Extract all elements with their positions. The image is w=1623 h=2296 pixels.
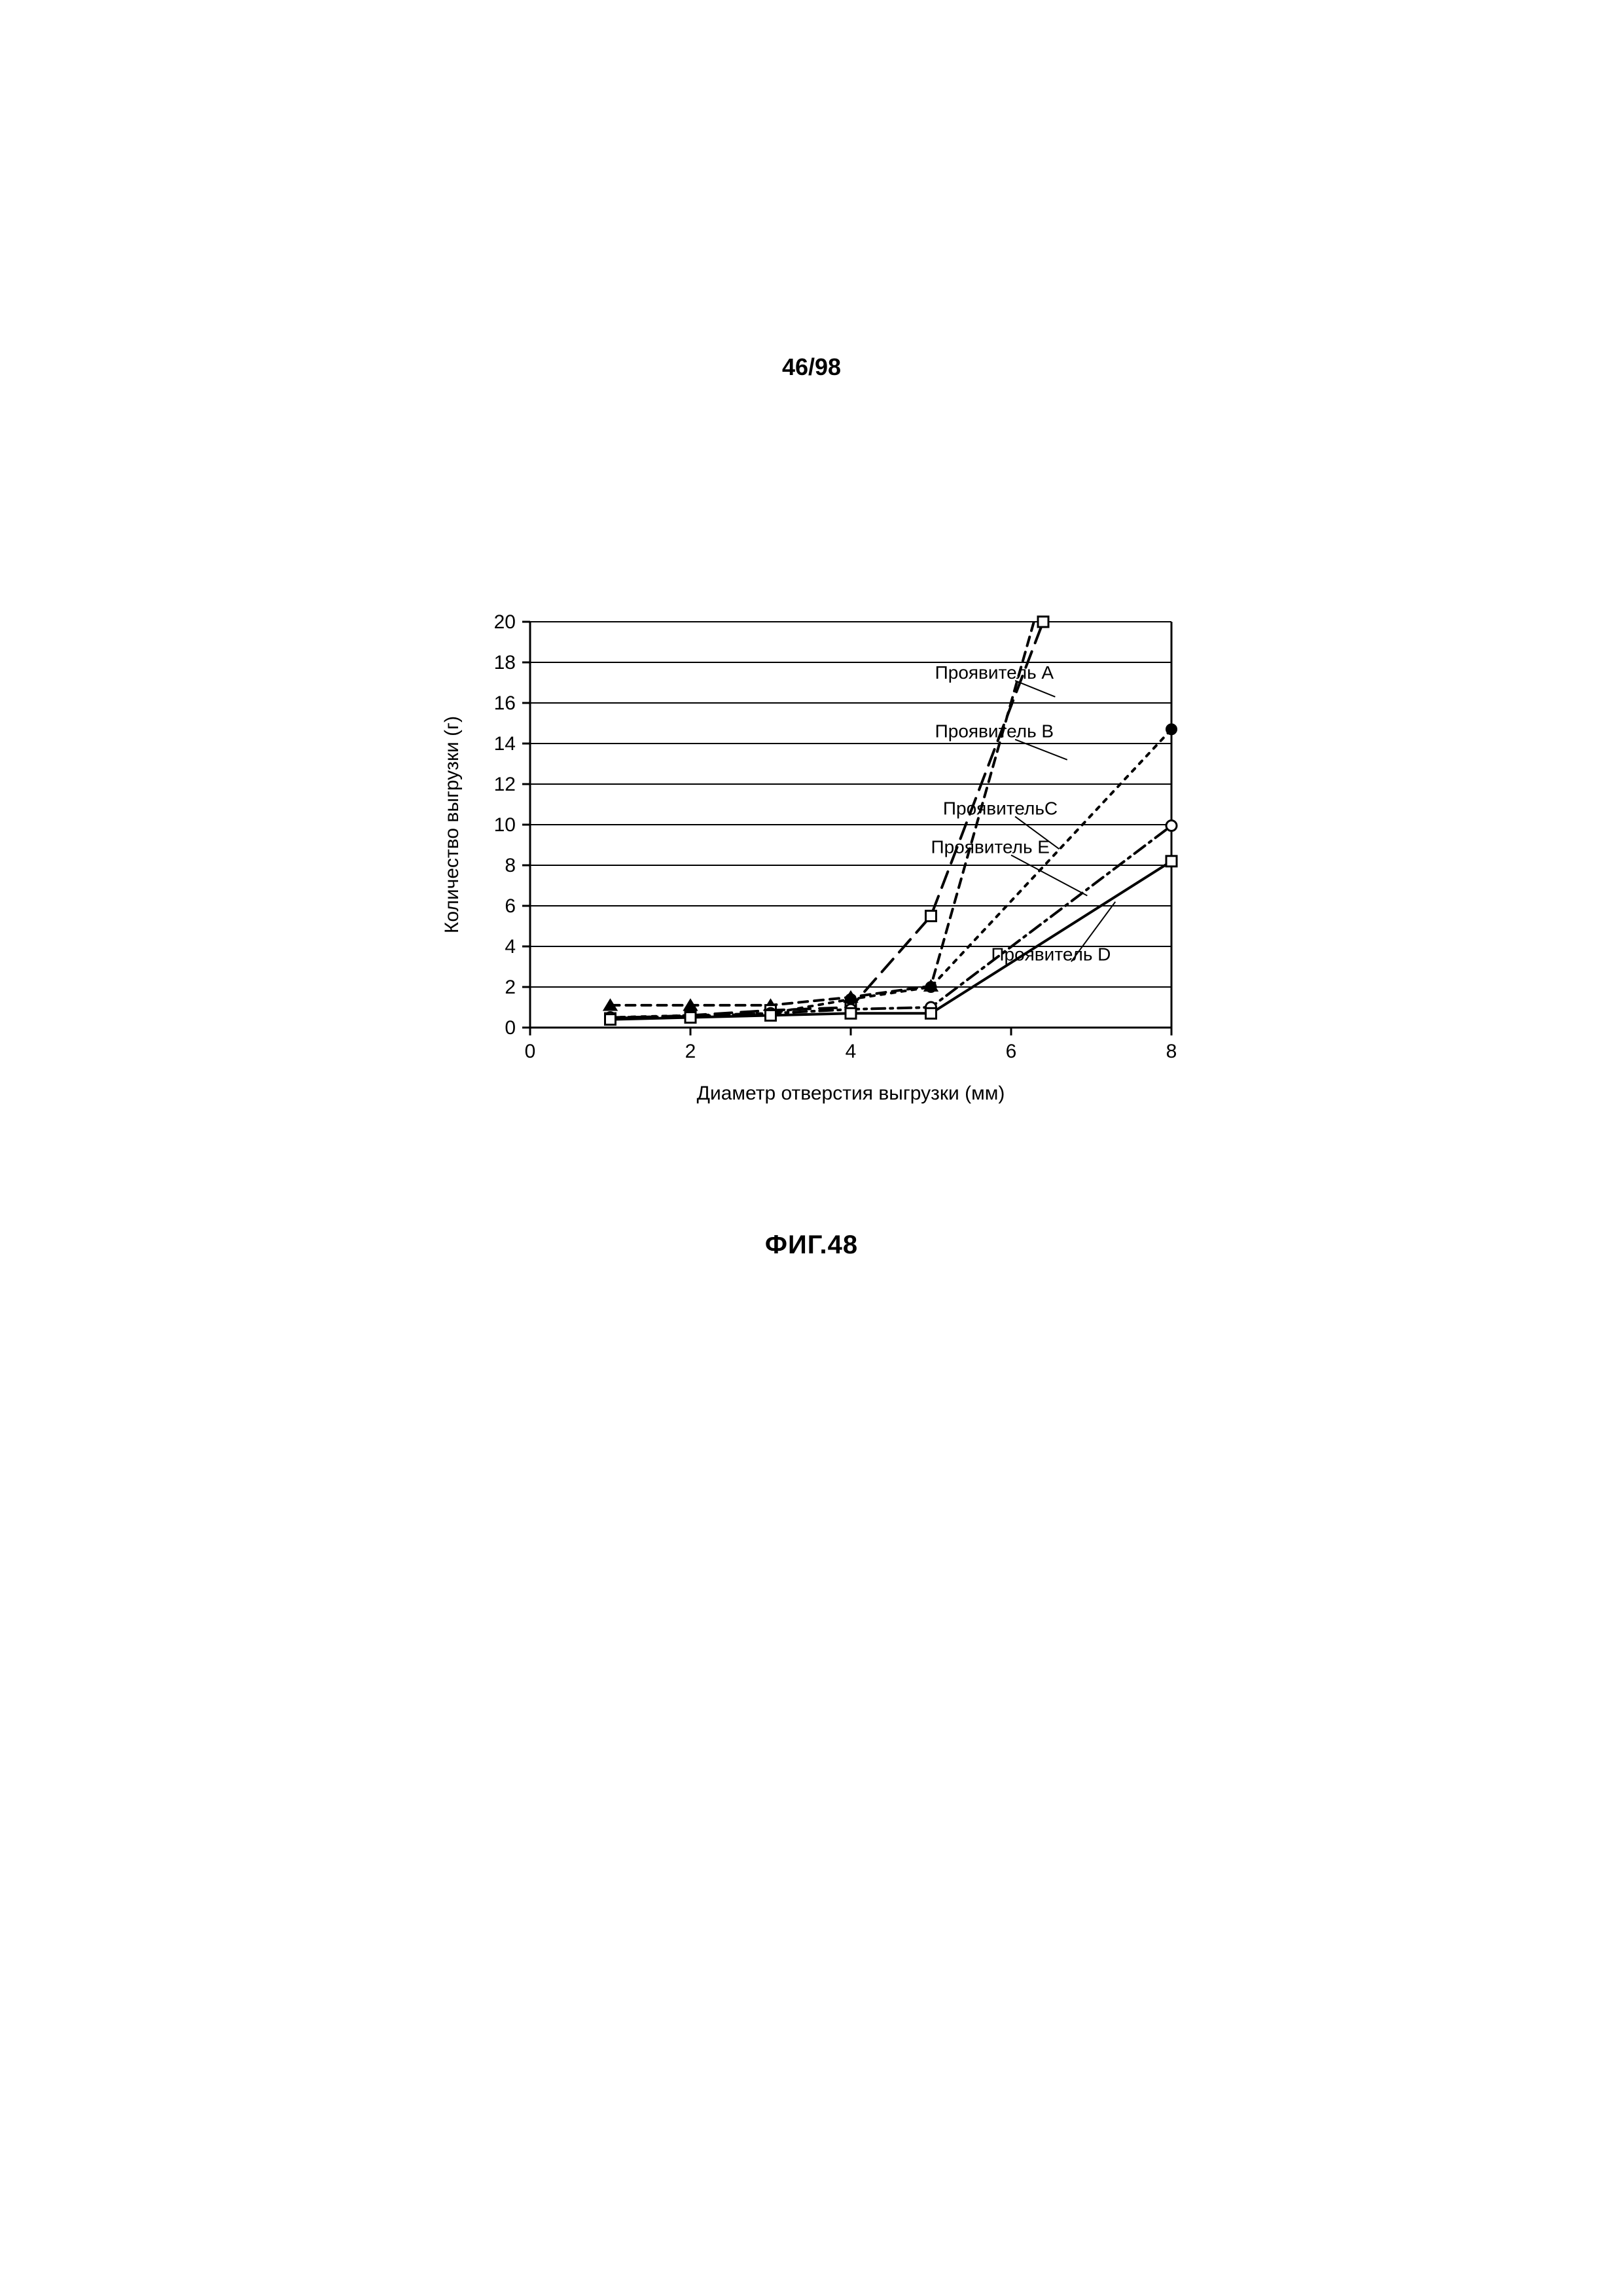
figure-caption: ФИГ.48 [765,1230,858,1260]
svg-text:0: 0 [525,1041,536,1062]
svg-text:Проявитель B: Проявитель B [935,721,1054,742]
svg-text:18: 18 [494,652,516,673]
svg-text:20: 20 [494,611,516,633]
svg-text:Проявитель A: Проявитель A [935,662,1054,683]
svg-text:16: 16 [494,692,516,714]
svg-text:14: 14 [494,733,516,755]
svg-text:10: 10 [494,814,516,836]
svg-text:6: 6 [505,895,516,917]
svg-text:4: 4 [505,936,516,958]
svg-text:6: 6 [1006,1041,1017,1062]
svg-text:4: 4 [846,1041,857,1062]
svg-text:8: 8 [1166,1041,1177,1062]
svg-text:0: 0 [505,1017,516,1039]
svg-text:Количество выгрузки (г): Количество выгрузки (г) [441,716,463,933]
page-number: 46/98 [782,353,841,381]
svg-text:Диаметр отверстия выгрузки (мм: Диаметр отверстия выгрузки (мм) [697,1083,1005,1104]
svg-text:ПроявительC: ПроявительC [943,798,1058,819]
svg-text:2: 2 [685,1041,696,1062]
line-chart: 0 2 4 6 8 0 2 4 6 8 10 12 14 16 18 20 Диаметр отверстия … [419,609,1204,1119]
svg-text:Проявитель E: Проявитель E [931,836,1050,857]
svg-text:2: 2 [505,977,516,998]
svg-text:12: 12 [494,774,516,795]
svg-text:8: 8 [505,855,516,876]
svg-text:Проявитель D: Проявитель D [991,944,1111,965]
chart-container: 0 2 4 6 8 0 2 4 6 8 10 12 14 16 18 20 Диаметр отверстия … [419,609,1204,1119]
